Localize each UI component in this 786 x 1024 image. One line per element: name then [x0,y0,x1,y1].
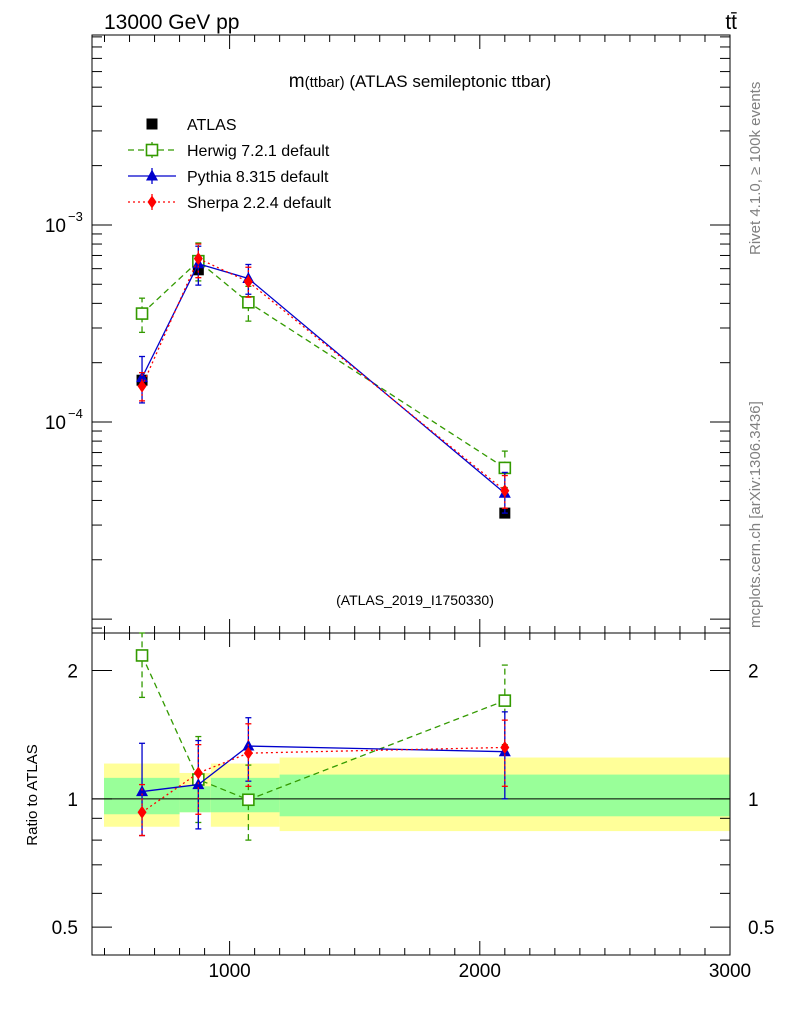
plot-title: m(ttbar) (ATLAS semileptonic ttbar) [289,71,551,92]
y-tick-exponent: −3 [68,209,83,224]
legend-marker [147,195,157,209]
legend-marker [145,143,159,157]
ratio-axis-label: Ratio to ATLAS [24,744,41,845]
data-point-diamond [500,484,510,498]
y-tick-label-left: 2 [67,662,78,683]
y-tick-label-left: 1 [67,790,78,811]
main-plot-area: 10 −310 −4m(ttbar) (ATLAS semileptonic ttb… [45,34,731,634]
data-point-open-square [498,694,512,707]
data-point-triangle [136,371,149,383]
data-point-triangle [136,785,149,797]
legend-marker [146,169,158,181]
series-line [141,745,505,793]
legend-label: ATLAS [187,117,237,134]
series-line [141,655,506,801]
data-point-open-square [242,296,255,309]
data-point-open-square [135,307,149,320]
data-point-open-square [242,793,255,807]
data-point-diamond [193,766,203,780]
series-line [141,260,506,469]
legend-label: Sherpa 2.2.4 default [187,195,332,212]
x-tick-label: 2000 [459,961,501,982]
analysis-watermark: (ATLAS_2019_I1750330) [336,592,494,608]
ratio-plot-area: 1000 2000 3000 0.5 0.5 1 1 2 2 Ratio to ATLAS [24,632,774,982]
y-tick-label-right: 0.5 [748,918,774,939]
y-tick-label-left: 0.5 [52,918,78,939]
ratio-frame [91,632,731,956]
data-point-diamond [137,805,147,819]
data-point-diamond [137,379,147,393]
legend-marker [146,118,158,130]
data-point-diamond [500,740,510,754]
y-tick-label: 10 [45,413,66,434]
series-line [141,263,506,494]
series-line [141,746,505,813]
data-point-open-square [498,461,512,475]
data-point-diamond [193,252,203,266]
series-line [141,257,506,492]
data-point-diamond [243,275,253,289]
mcplots-reference-label: mcplots.cern.ch [arXiv:1306.3436] [747,401,764,628]
x-tick-label: 3000 [709,961,751,982]
y-tick-label: 10 [45,216,66,237]
header-energy-label: 13000 GeV pp [104,11,239,34]
y-tick-label-right: 2 [748,662,759,683]
legend-label: Herwig 7.2.1 default [187,143,330,160]
x-tick-label: 1000 [208,961,250,982]
data-point-open-square [135,649,149,662]
rivet-version-label: Rivet 4.1.0, ≥ 100k events [747,82,764,255]
header-process-label: tt̄ [725,11,737,34]
data-point-diamond [243,746,253,760]
legend-label: Pythia 8.315 default [187,169,329,186]
y-tick-label-right: 1 [748,790,759,811]
y-tick-exponent: −4 [68,406,83,421]
